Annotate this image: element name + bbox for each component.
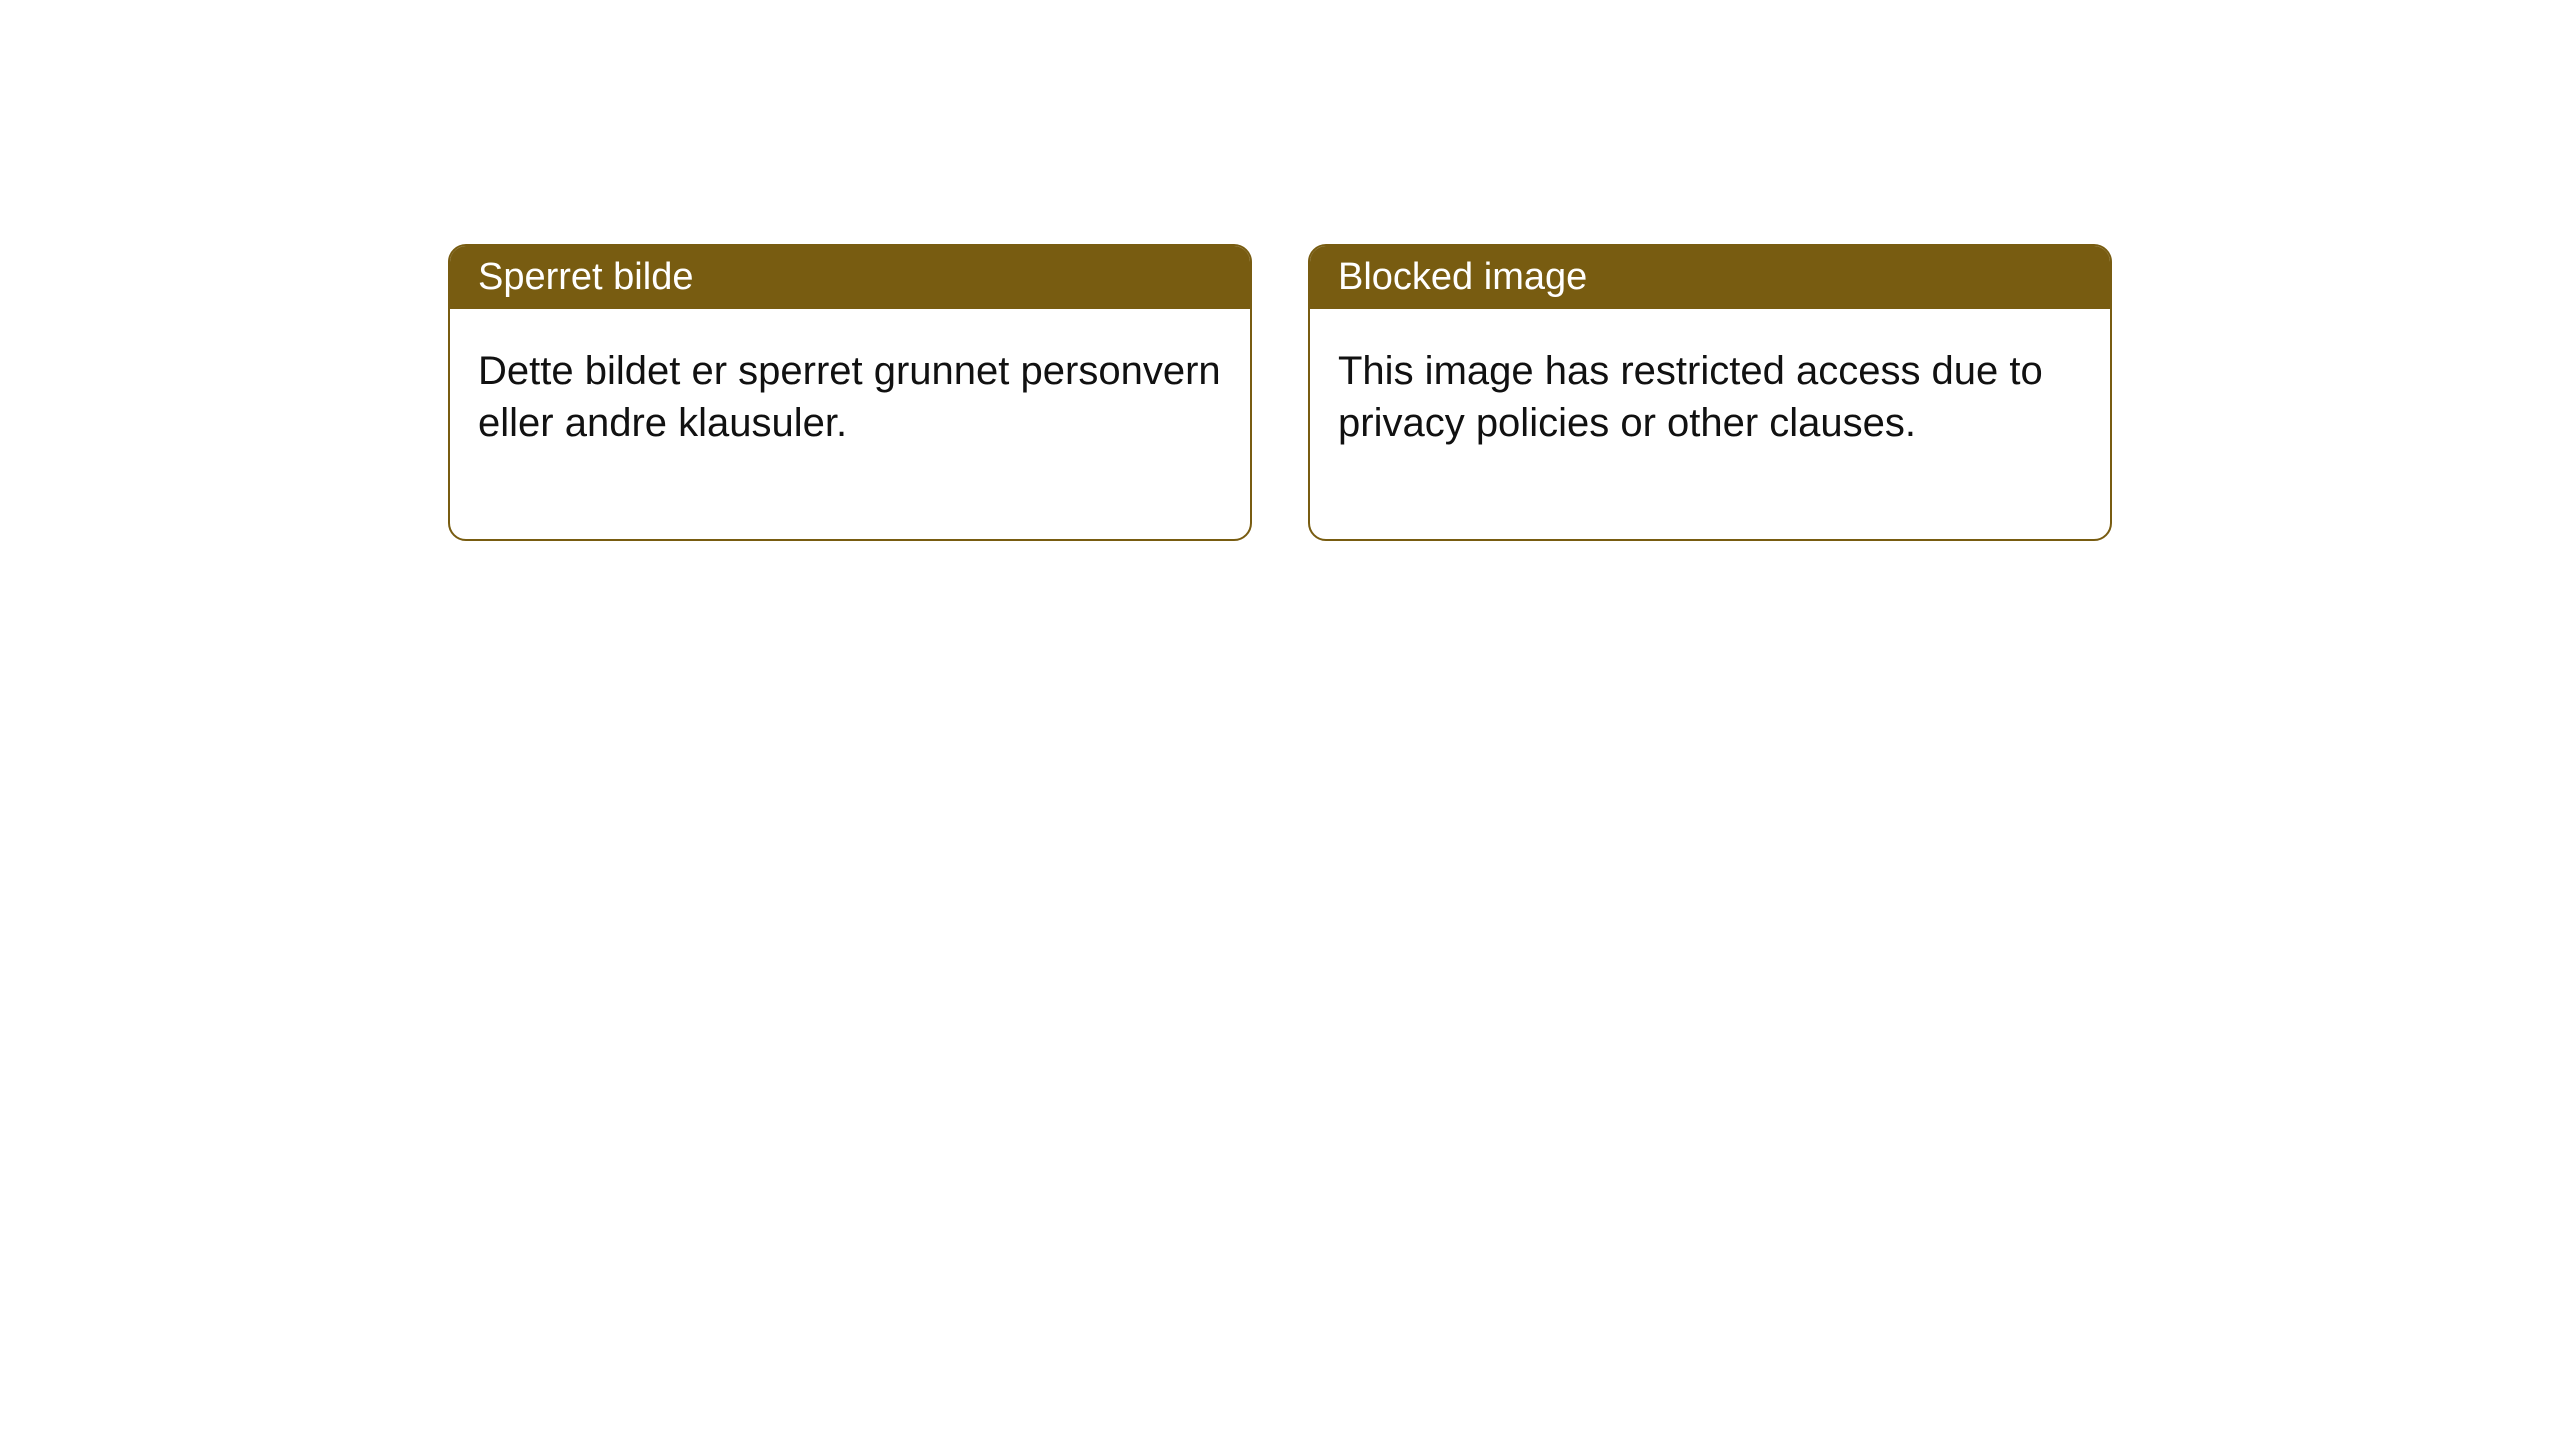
card-body-en: This image has restricted access due to …	[1310, 309, 2110, 539]
notice-container: Sperret bilde Dette bildet er sperret gr…	[0, 0, 2560, 541]
blocked-image-card-en: Blocked image This image has restricted …	[1308, 244, 2112, 541]
card-header-no: Sperret bilde	[450, 246, 1250, 309]
card-body-no: Dette bildet er sperret grunnet personve…	[450, 309, 1250, 539]
blocked-image-card-no: Sperret bilde Dette bildet er sperret gr…	[448, 244, 1252, 541]
card-header-en: Blocked image	[1310, 246, 2110, 309]
